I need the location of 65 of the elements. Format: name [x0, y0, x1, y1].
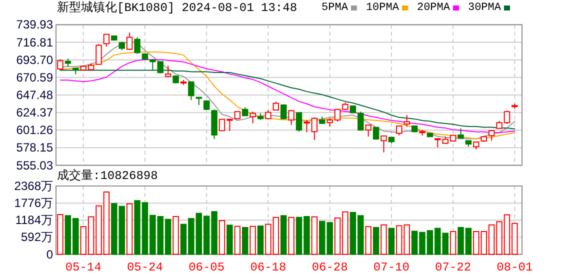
- legend-label: 20PMA: [416, 2, 450, 14]
- x-tick-label: 06-28: [312, 260, 348, 274]
- candlestick: [188, 80, 194, 101]
- candlestick: [365, 124, 372, 138]
- legend-label: 30PMA: [468, 2, 502, 14]
- x-tick-label: 07-10: [373, 260, 410, 274]
- y-tick-label: 1776万: [14, 196, 53, 210]
- y-tick-label: 578.15: [16, 140, 54, 155]
- candlestick: [458, 128, 464, 139]
- x-tick-label: 06-05: [188, 260, 225, 274]
- candlestick: [164, 65, 172, 77]
- bar: [172, 216, 179, 255]
- bar: [257, 226, 264, 255]
- y-tick-label: 739.93: [16, 18, 54, 32]
- bar: [365, 226, 372, 255]
- bar: [226, 224, 233, 255]
- legend-label: 5PMA: [322, 2, 348, 14]
- candlestick: [280, 104, 287, 120]
- candlestick: [404, 114, 410, 128]
- candlestick: [134, 36, 140, 54]
- bar: [57, 214, 64, 255]
- x-tick-label: 06-18: [250, 260, 286, 274]
- bar: [234, 226, 241, 255]
- candlestick: [250, 111, 256, 124]
- x-tick-label: 05-24: [126, 260, 163, 274]
- y-tick-label: 716.81: [16, 35, 54, 50]
- bar: [126, 203, 133, 255]
- bar: [242, 226, 248, 255]
- candlestick: [265, 110, 272, 120]
- candlestick: [57, 58, 64, 70]
- bar: [311, 216, 318, 255]
- y-tick-label: 592万: [20, 230, 53, 244]
- candlestick: [288, 110, 294, 126]
- candlestick: [103, 34, 110, 48]
- bar: [250, 226, 256, 255]
- candlestick: [358, 111, 364, 131]
- y-tick-label: 0: [46, 247, 54, 262]
- bar: [372, 226, 380, 255]
- bar: [388, 228, 395, 255]
- bar: [380, 224, 387, 255]
- chart-title: 成交量:10826898: [57, 168, 158, 183]
- candlestick: [380, 135, 387, 153]
- bar: [288, 216, 294, 255]
- y-tick-label: 670.59: [16, 70, 54, 84]
- chart-title: 新型城镇化[BK1080] 2024-08-01 13:48: [57, 0, 298, 15]
- y-tick-label: 2368万: [14, 179, 53, 193]
- candlestick: [372, 126, 380, 140]
- y-tick-label: 555.03: [16, 158, 54, 172]
- bar: [218, 220, 226, 255]
- bar: [450, 231, 456, 255]
- x-tick-label: 08-01: [496, 260, 533, 274]
- bar: [280, 215, 287, 255]
- candlestick: [488, 130, 495, 142]
- candlestick: [96, 43, 102, 65]
- x-tick-label: 07-22: [435, 260, 472, 274]
- candlestick: [126, 32, 133, 50]
- y-tick-label: 693.70: [16, 52, 54, 67]
- x-tick-label: 05-14: [65, 260, 102, 274]
- candlestick: [396, 126, 402, 136]
- y-tick-label: 647.48: [16, 88, 54, 102]
- candlestick: [296, 112, 302, 132]
- y-tick-label: 1184万: [15, 213, 53, 228]
- legend-label: 10PMA: [366, 2, 400, 14]
- y-tick-label: 601.26: [16, 123, 54, 138]
- y-tick-label: 624.37: [16, 106, 54, 120]
